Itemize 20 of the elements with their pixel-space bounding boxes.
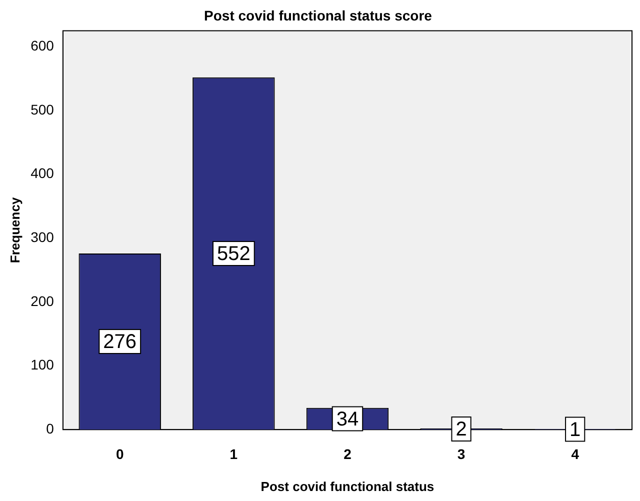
x-tick-label: 1 (230, 446, 238, 462)
y-tick-label: 300 (30, 229, 54, 246)
x-tick-label: 0 (116, 446, 124, 462)
y-tick-label: 600 (30, 38, 54, 54)
x-axis-title: Post covid functional status (260, 478, 434, 494)
y-tick-label: 400 (30, 165, 54, 182)
chart-title: Post covid functional status score (204, 7, 432, 24)
y-tick-label: 0 (46, 420, 54, 436)
data-label: 276 (103, 331, 137, 354)
x-tick-label: 3 (457, 446, 466, 462)
x-tick-label: 4 (571, 446, 580, 462)
y-tick-label: 200 (30, 292, 54, 309)
y-tick-label: 100 (30, 356, 54, 373)
y-axis-title: Frequency (7, 196, 22, 264)
data-label: 2 (456, 418, 467, 440)
data-label: 1 (570, 418, 581, 441)
y-tick-label: 500 (30, 101, 54, 118)
x-tick-label: 2 (344, 446, 352, 462)
data-label: 552 (216, 243, 250, 266)
data-label: 34 (336, 408, 359, 430)
